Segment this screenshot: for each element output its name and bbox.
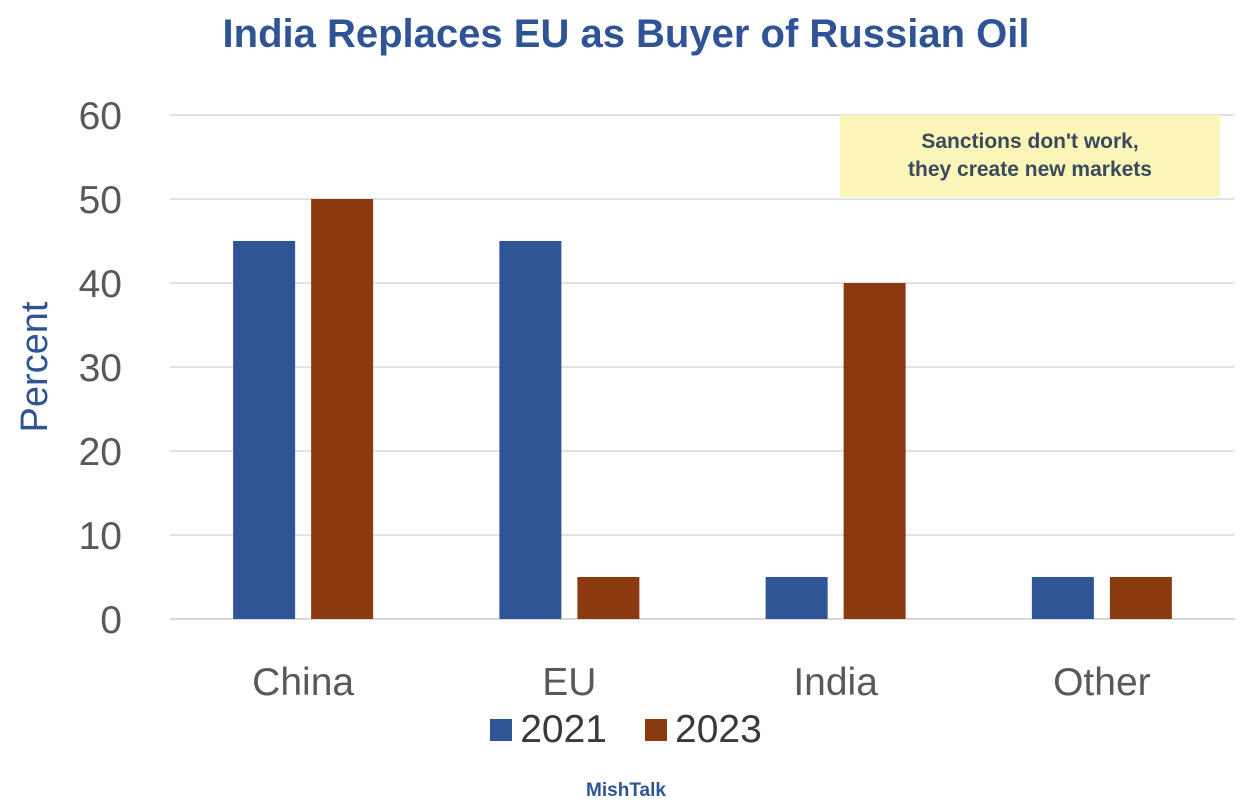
legend-label-2023: 2023	[675, 708, 762, 751]
bar-india-2021	[765, 577, 828, 619]
bar-eu-2023	[577, 577, 640, 619]
annotation-line-2: they create new markets	[908, 158, 1152, 181]
legend-swatch-2021	[490, 719, 513, 741]
watermark: MishTalk	[586, 780, 666, 801]
legend: 2021 2023	[0, 708, 1252, 752]
y-tick-label: 40	[79, 263, 122, 306]
legend-label-2021: 2021	[520, 708, 607, 751]
y-tick-label: 0	[100, 599, 122, 642]
legend-swatch-2023	[645, 719, 667, 741]
x-tick-label: India	[793, 661, 878, 704]
x-tick-label: EU	[542, 661, 596, 704]
y-tick-label: 30	[79, 347, 122, 390]
bar-other-2021	[1031, 577, 1094, 619]
legend-item-2023: 2023	[645, 708, 762, 752]
y-tick-label: 50	[79, 179, 122, 222]
chart-title: India Replaces EU as Buyer of Russian Oi…	[222, 12, 1030, 56]
y-axis-label: Percent	[14, 301, 56, 432]
annotation-line-1: Sanctions don't work,	[921, 130, 1139, 153]
x-tick-label: Other	[1053, 661, 1151, 704]
bar-india-2023	[843, 283, 906, 619]
x-tick-label: China	[252, 661, 354, 704]
y-tick-label: 20	[79, 431, 122, 474]
legend-item-2021: 2021	[490, 708, 607, 752]
bar-china-2023	[311, 199, 374, 619]
bar-eu-2021	[499, 241, 562, 619]
annotation-box: Sanctions don't work, they create new ma…	[840, 115, 1220, 197]
bar-other-2023	[1109, 577, 1172, 619]
y-tick-label: 60	[79, 95, 122, 138]
y-tick-label: 10	[79, 515, 122, 558]
bar-china-2021	[233, 241, 296, 619]
